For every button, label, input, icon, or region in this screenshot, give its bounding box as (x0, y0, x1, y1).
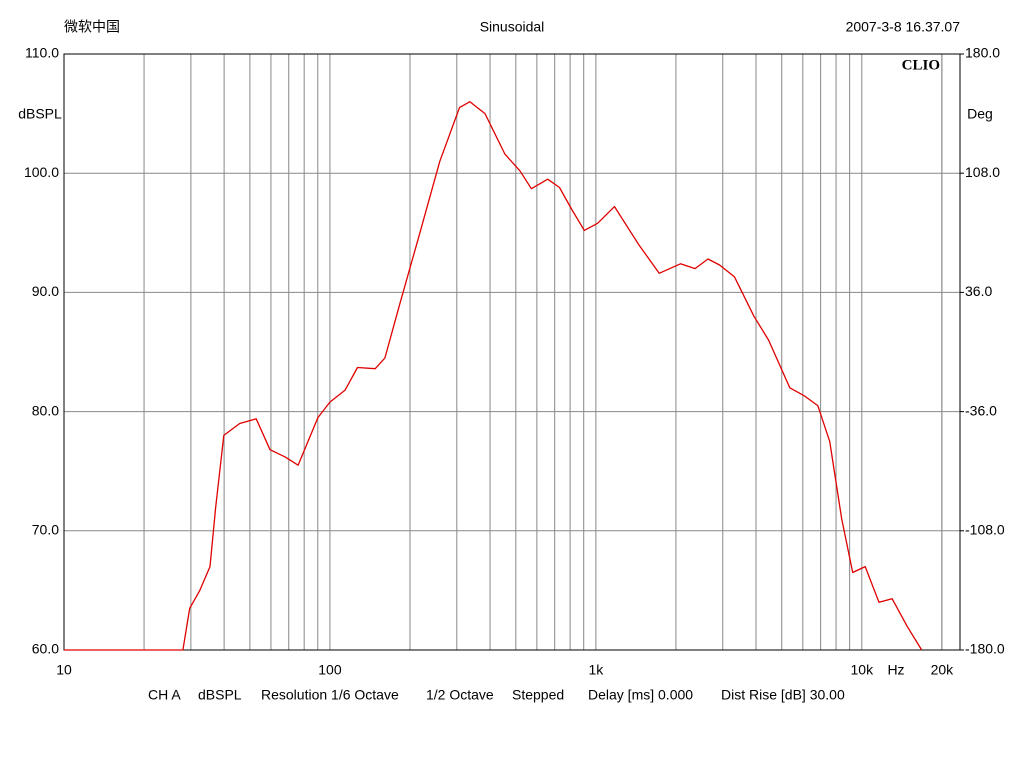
x-tick-label: 10k (851, 662, 875, 678)
x-unit-label: Hz (887, 662, 904, 678)
y2-tick-label: -180.0 (965, 641, 1005, 657)
y-tick-label: 80.0 (32, 402, 59, 418)
header-left: 微软中国 (64, 19, 120, 35)
brand: CLIO (902, 57, 940, 73)
plot-frame (63, 53, 961, 651)
y2-tick-label: 180.0 (965, 45, 1000, 61)
y-axis-label: dBSPL (18, 106, 62, 122)
x-tick-label: 10 (56, 662, 72, 678)
y-tick-label: 60.0 (32, 641, 59, 657)
x-tick-label: 100 (318, 662, 342, 678)
footer-item: Resolution 1/6 Octave (261, 687, 399, 703)
x-tick-label: 20k (931, 662, 955, 678)
footer-item: Stepped (512, 687, 564, 703)
response-line (64, 101, 923, 651)
y2-tick-label: -108.0 (965, 522, 1005, 538)
footer-item: 1/2 Octave (426, 687, 494, 703)
y-tick-label: 90.0 (32, 283, 59, 299)
x-tick-label: 1k (588, 662, 604, 678)
header-right: 2007-3-8 16.37.07 (846, 19, 961, 35)
y2-tick-label: 108.0 (965, 164, 1000, 180)
y-tick-label: 100.0 (24, 164, 59, 180)
y-tick-label: 110.0 (25, 45, 59, 61)
footer-item: dBSPL (198, 687, 242, 703)
y2-axis-label: Deg (967, 106, 993, 122)
y2-tick-label: -36.0 (965, 402, 997, 418)
footer-item: CH A (148, 687, 181, 703)
chart-title: Sinusoidal (480, 19, 545, 35)
y-tick-label: 70.0 (32, 522, 59, 538)
y2-tick-label: 36.0 (965, 283, 992, 299)
footer-item: Dist Rise [dB] 30.00 (721, 687, 845, 703)
footer-item: Delay [ms] 0.000 (588, 687, 693, 703)
